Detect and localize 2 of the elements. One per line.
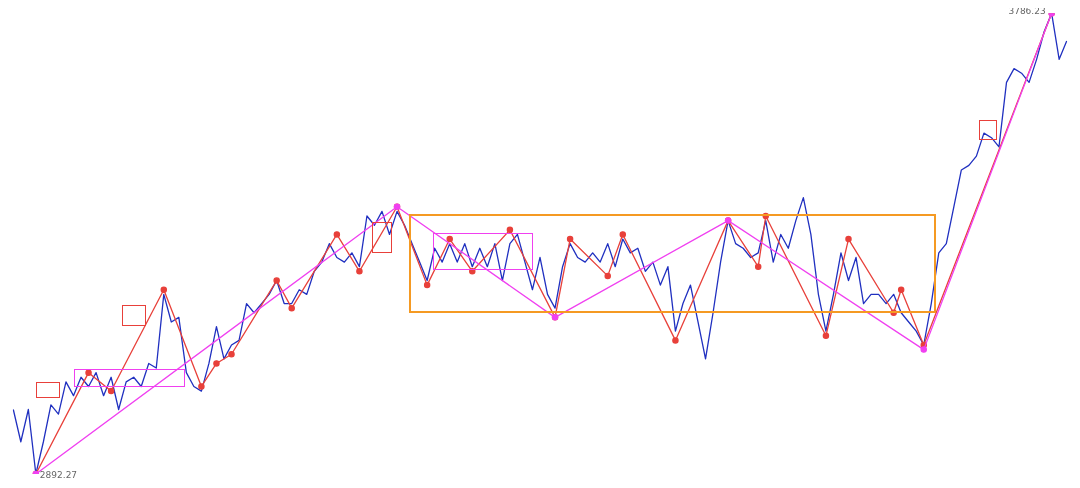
annotation: 3786.23 bbox=[1008, 5, 1046, 16]
annotation: 2892.27 bbox=[39, 470, 78, 481]
